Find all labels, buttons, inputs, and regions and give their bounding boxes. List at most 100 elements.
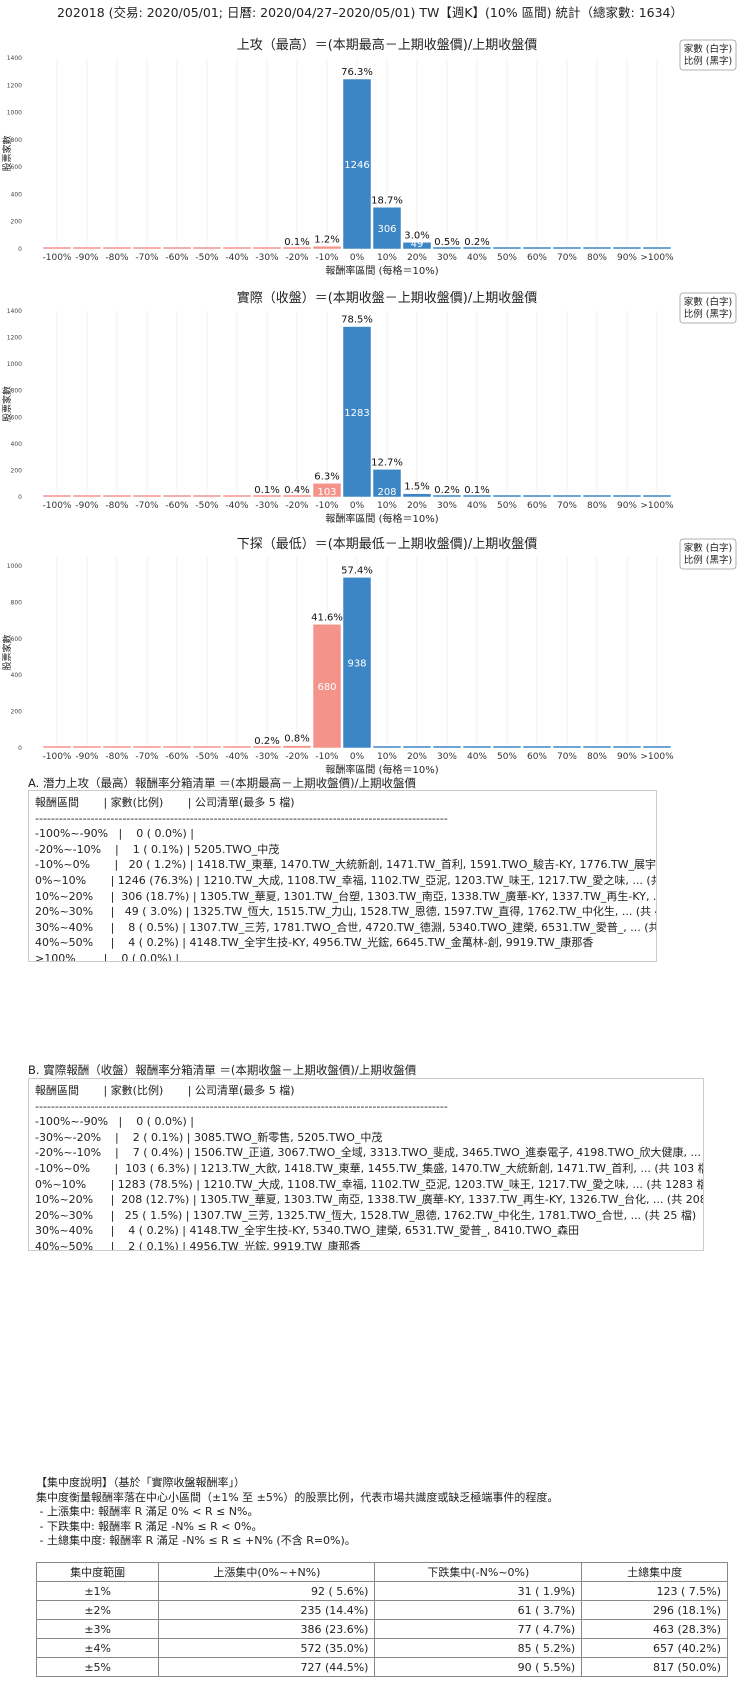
bar-value-label: 49 (411, 239, 424, 250)
bar-percent-label: 0.4% (284, 485, 309, 496)
table-cell: 296 (18.1%) (581, 1600, 728, 1620)
list-line: 0%~10% | 1246 (76.3%) | 1210.TW_大成, 1108… (35, 873, 657, 887)
x-tick-label: -70% (135, 752, 159, 762)
bar (132, 246, 162, 250)
bar (282, 246, 312, 250)
bar (642, 494, 672, 498)
x-axis-label: 報酬率區間 (每格＝10%) (325, 512, 438, 525)
list-line: 報酬區間 | 家數(比例) | 公司清單(最多 5 檔) (35, 796, 295, 809)
bar (312, 624, 342, 749)
list-line: 30%~40% | 4 ( 0.2%) | 4148.TW_全宇生技-KY, 5… (35, 1224, 580, 1238)
y-tick-label: 1400 (7, 55, 22, 62)
x-tick-label: -80% (105, 253, 129, 263)
x-tick-label: >100% (640, 253, 674, 263)
table-cell: 85 ( 5.2%) (374, 1638, 583, 1658)
x-tick-label: 90% (617, 501, 637, 511)
bar (522, 745, 552, 749)
list-line: 40%~50% | 4 ( 0.2%) | 4148.TW_全宇生技-KY, 4… (35, 936, 594, 950)
list-line: 20%~30% | 49 ( 3.0%) | 1325.TW_恆大, 1515.… (35, 905, 657, 919)
bar-percent-label: 0.2% (434, 485, 459, 496)
bar-percent-label: 1.2% (314, 234, 339, 245)
table-cell: ±4% (35, 1638, 160, 1658)
bar-percent-label: 76.3% (341, 67, 373, 78)
legend-box (679, 292, 737, 324)
table-cell: ±2% (35, 1600, 160, 1620)
bar-value-label: 306 (377, 224, 396, 235)
table-row: ±1% 92 ( 5.6%) 31 ( 1.9%) 123 ( 7.5%) (35, 1581, 728, 1601)
note-line: - 上漲集中: 報酬率 R 滿足 0% < R ≤ N%。 (36, 1505, 259, 1518)
table-cell: 235 (14.4%) (158, 1600, 376, 1620)
bar-percent-label: 3.0% (404, 230, 429, 241)
table-cell: ±1% (35, 1581, 160, 1601)
bar (342, 326, 372, 498)
table-cell: 77 ( 4.7%) (374, 1619, 583, 1639)
x-tick-label: 30% (437, 752, 457, 762)
list-line: -20%~-10% | 7 ( 0.4%) | 1506.TW_正道, 3067… (35, 1146, 704, 1160)
y-tick-label: 600 (11, 414, 23, 421)
x-tick-label: 60% (527, 501, 547, 511)
x-tick-label: 50% (497, 752, 517, 762)
x-tick-label: 50% (497, 253, 517, 263)
bar-percent-label: 0.8% (284, 734, 309, 745)
y-tick-label: 600 (11, 636, 23, 643)
bar (522, 494, 552, 498)
bar (582, 246, 612, 250)
legend-entry: 比例 (黑字) (684, 308, 732, 320)
x-tick-label: 0% (350, 253, 365, 263)
bar (492, 494, 522, 498)
bar-value-label: 1283 (344, 408, 369, 419)
bar (402, 242, 432, 250)
x-tick-label: -40% (225, 501, 249, 511)
bar (222, 246, 252, 250)
chart-title: 上攻（最高）＝(本期最高－上期收盤價)/上期收盤價 (237, 37, 538, 53)
legend-entry: 家數 (白字) (684, 542, 732, 554)
bar (282, 494, 312, 498)
bar (312, 246, 342, 250)
x-tick-label: -70% (135, 501, 159, 511)
list-line: 30%~40% | 8 ( 0.5%) | 1307.TW_三芳, 1781.T… (35, 920, 657, 934)
concentration-table: 集中度範圍 上漲集中(0%~+N%) 下跌集中(-N%~0%) 土總集中度 ±1… (35, 1562, 728, 1677)
bar (102, 745, 132, 749)
x-tick-label: >100% (640, 501, 674, 511)
list-line: -10%~0% | 20 ( 1.2%) | 1418.TW_東華, 1470.… (35, 858, 657, 872)
bar (342, 78, 372, 250)
table-cell: 31 ( 1.9%) (374, 1581, 583, 1601)
list-line: 20%~30% | 25 ( 1.5%) | 1307.TW_三芳, 1325.… (35, 1208, 697, 1222)
note-line: - 土總集中度: 報酬率 R 滿足 -N% ≤ R ≤ +N% (不含 R=0%… (36, 1534, 356, 1547)
table-header: 上漲集中(0%~+N%) (158, 1562, 376, 1582)
table-cell: 657 (40.2%) (581, 1638, 728, 1658)
x-tick-label: 60% (527, 253, 547, 263)
table-cell: ±5% (35, 1657, 160, 1677)
bar (312, 483, 342, 498)
bar (42, 246, 72, 250)
x-tick-label: 40% (467, 501, 487, 511)
bar-percent-label: 78.5% (341, 315, 373, 326)
bar (72, 246, 102, 250)
concentration-notes: 【集中度說明】（基於「實際收盤報酬率」） 集中度衡量報酬率落在中心小區間（±1% … (36, 1476, 558, 1549)
x-tick-label: -100% (43, 501, 72, 511)
x-tick-label: 80% (587, 501, 607, 511)
bar (582, 745, 612, 749)
list-line: 40%~50% | 2 ( 0.1%) | 4956.TW_光鋐, 9919.T… (35, 1239, 361, 1251)
table-row: ±3% 386 (23.6%) 77 ( 4.7%) 463 (28.3%) (35, 1619, 728, 1639)
bar (252, 745, 282, 749)
bar (372, 207, 402, 250)
table-cell: 463 (28.3%) (581, 1619, 728, 1639)
bar (102, 246, 132, 250)
list-line: -30%~-20% | 2 ( 0.1%) | 3085.TWO_新零售, 52… (35, 1130, 383, 1144)
bar (72, 745, 102, 749)
table-cell: 123 ( 7.5%) (581, 1581, 728, 1601)
table-cell: 817 (50.0%) (581, 1657, 728, 1677)
x-tick-label: 30% (437, 501, 457, 511)
bar (162, 494, 192, 498)
x-tick-label: 40% (467, 253, 487, 263)
x-tick-label: 70% (557, 253, 577, 263)
list-line: -100%~-90% | 0 ( 0.0%) | (35, 1115, 194, 1129)
x-tick-label: 40% (467, 752, 487, 762)
note-line: 【集中度說明】（基於「實際收盤報酬率」） (36, 1476, 245, 1489)
x-tick-label: -50% (195, 253, 219, 263)
bar (492, 745, 522, 749)
x-tick-label: -70% (135, 253, 159, 263)
x-tick-label: -80% (105, 752, 129, 762)
bar-chart-svg: 上攻（最高）＝(本期最高－上期收盤價)/上期收盤價 0 200 400 600 800 10… (1, 37, 737, 277)
